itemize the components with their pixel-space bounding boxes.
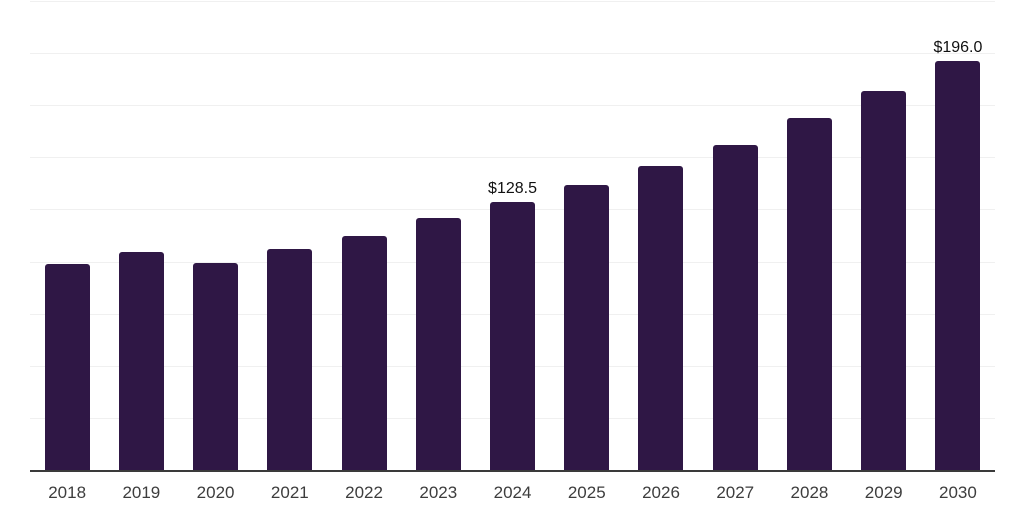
bar-slot: [30, 1, 104, 470]
bar-slot: [401, 1, 475, 470]
bar-slot: [253, 1, 327, 470]
bar: [935, 61, 981, 470]
x-tick-label: 2022: [345, 483, 383, 502]
bar: [193, 263, 239, 470]
x-tick-label: 2018: [48, 483, 87, 502]
x-tick-label: 2020: [196, 483, 235, 502]
x-tick-label: 2025: [567, 483, 606, 502]
bar: [118, 251, 164, 470]
bar-slot: $128.5: [475, 1, 549, 470]
x-tick-label: 2026: [642, 483, 680, 502]
bar: [267, 249, 313, 470]
bar-slot: [327, 1, 401, 470]
bar-slot: [772, 1, 846, 470]
value-label: $196.0: [933, 39, 983, 57]
x-tick-label: 2019: [122, 483, 161, 502]
bar-slot: $196.0: [921, 1, 995, 470]
x-tick-label: 2029: [864, 483, 903, 502]
bar: [786, 117, 832, 470]
x-tick-label: 2023: [419, 483, 458, 502]
value-label: $128.5: [488, 180, 537, 198]
bar: [490, 202, 536, 470]
x-tick-label: 2028: [790, 483, 829, 502]
bar: [712, 144, 758, 470]
bar: [564, 184, 610, 470]
x-tick-label: 2021: [270, 483, 309, 502]
x-axis: 2018 2019 2020 2021 2022 2023 2024 2025 2026 2027…: [30, 484, 995, 501]
bar-slot: [550, 1, 624, 470]
x-tick-label: 2027: [716, 483, 755, 502]
x-tick-label: 2030: [939, 483, 977, 502]
bar: [341, 235, 387, 470]
bar-slot: [178, 1, 252, 470]
bar-slot: [847, 1, 921, 470]
bar: [44, 264, 90, 470]
x-tick-label: 2024: [493, 483, 532, 502]
bar: [638, 165, 684, 470]
bar: [415, 217, 461, 470]
bars-row: $128.5 $196.0: [30, 1, 995, 470]
bar-slot: [104, 1, 178, 470]
plot-area: $128.5 $196.0: [30, 1, 995, 472]
bar-slot: [698, 1, 772, 470]
bar: [861, 91, 907, 470]
bar-slot: [624, 1, 698, 470]
